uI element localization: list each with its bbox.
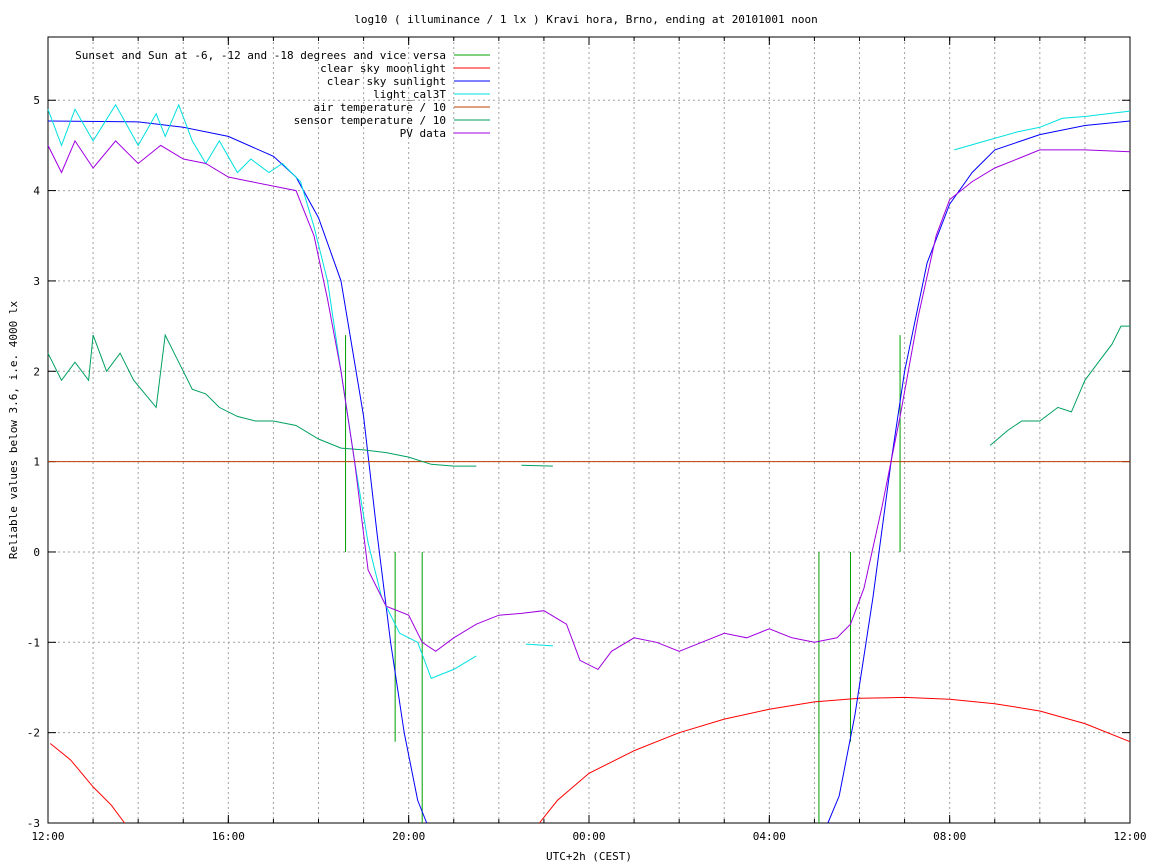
legend-label: PV data [400, 127, 446, 140]
x-tick-label: 20:00 [392, 830, 425, 843]
x-axis-label: UTC+2h (CEST) [546, 850, 632, 863]
y-tick-label: 1 [33, 456, 40, 469]
y-tick-label: 0 [33, 546, 40, 559]
series-0 [345, 335, 901, 823]
series-line [47, 103, 477, 680]
y-axis-label: Reliable values below 3.6, i.e. 4000 lx [7, 300, 20, 559]
series-group [47, 103, 1131, 824]
legend: Sunset and Sun at -6, -12 and -18 degree… [75, 49, 490, 140]
legend-label: clear sky moonlight [320, 62, 446, 75]
series-line [47, 120, 428, 824]
y-tick-label: 5 [33, 94, 40, 107]
y-tick-label: -1 [27, 636, 40, 649]
x-tick-label: 00:00 [572, 830, 605, 843]
y-tick-label: 4 [33, 185, 40, 198]
x-tick-label: 16:00 [212, 830, 245, 843]
series-line [954, 110, 1131, 151]
x-tick-label: 12:00 [1113, 830, 1146, 843]
legend-label: clear sky sunlight [327, 75, 446, 88]
series-line [47, 139, 1131, 671]
series-line [47, 333, 477, 467]
legend-label: sensor temperature / 10 [294, 114, 446, 127]
chart-title: log10 ( illuminance / 1 lx ) Kravi hora,… [354, 13, 818, 26]
series-line [525, 643, 553, 647]
x-tick-label: 08:00 [933, 830, 966, 843]
series-line [49, 743, 126, 824]
y-tick-label: -3 [27, 817, 40, 830]
series-line [539, 696, 1131, 824]
plot-frame [47, 36, 1131, 824]
x-tick-label: 04:00 [753, 830, 786, 843]
series-line [827, 120, 1131, 824]
series-6 [47, 139, 1131, 671]
legend-label: air temperature / 10 [314, 101, 446, 114]
series-line [989, 325, 1130, 446]
y-tick-label: 3 [33, 275, 40, 288]
legend-label: Sunset and Sun at -6, -12 and -18 degree… [75, 49, 446, 62]
series-line [521, 464, 553, 467]
series-5 [47, 325, 1130, 467]
series-2 [47, 120, 1131, 824]
axis-ticks: 12:00 16:00 20:00 00:00 04:00 08:00 12:00-3-2-… [27, 37, 1147, 843]
series-1 [49, 696, 1131, 824]
y-tick-label: 2 [33, 365, 40, 378]
y-tick-label: -2 [27, 727, 40, 740]
grid [48, 37, 1130, 823]
legend-label: light_cal3T [373, 88, 446, 101]
x-tick-label: 12:00 [31, 830, 64, 843]
series-3 [47, 103, 1131, 680]
